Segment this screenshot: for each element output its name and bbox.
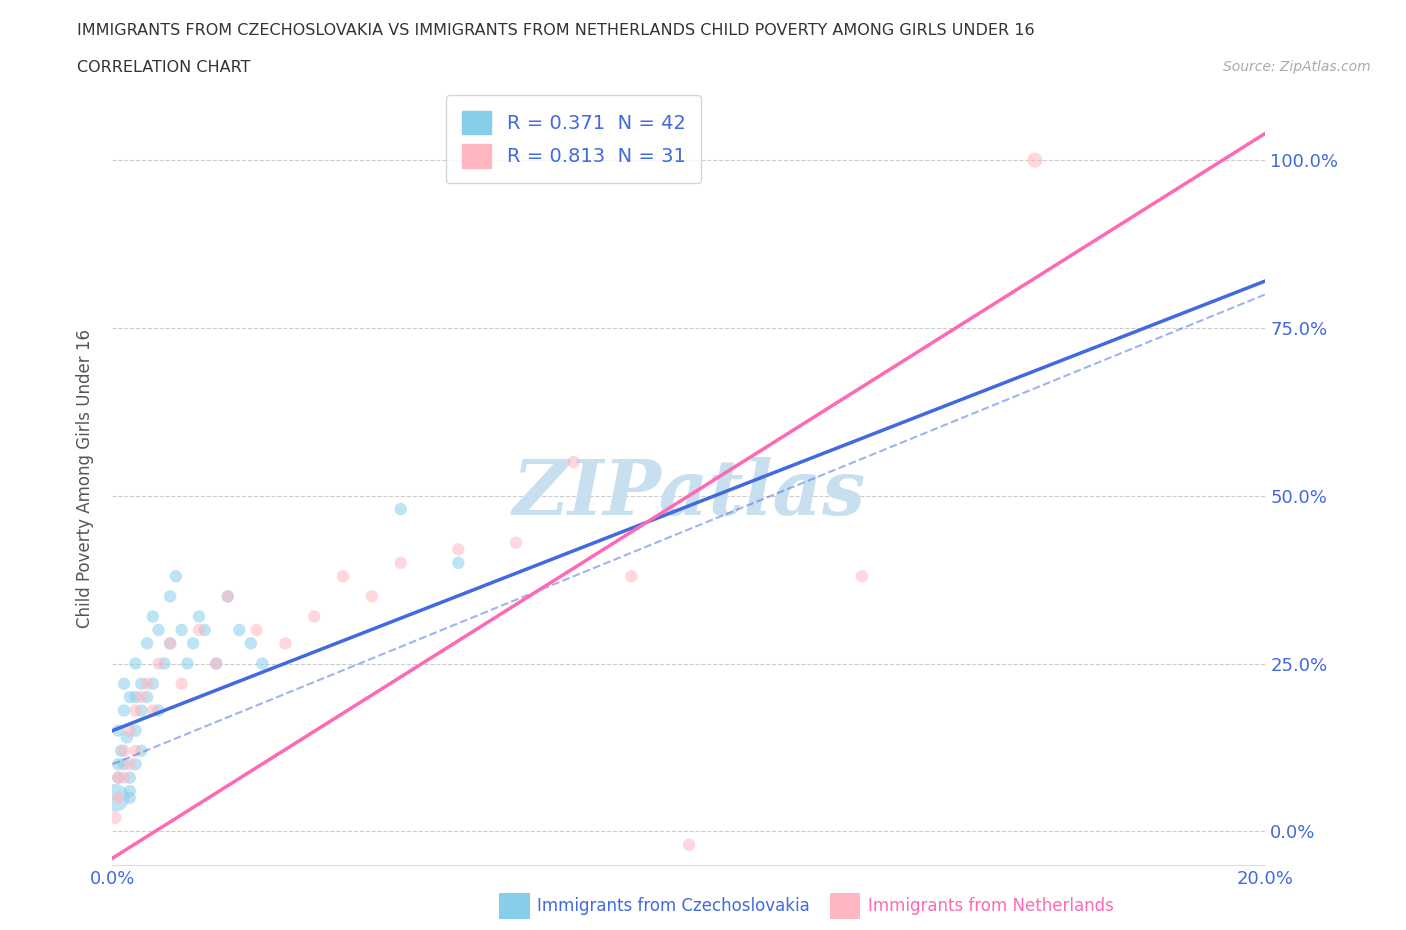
Point — [176, 656, 198, 671]
Point — [153, 656, 176, 671]
Point — [562, 455, 585, 470]
Point — [678, 837, 700, 852]
Point — [107, 770, 129, 785]
Point — [112, 770, 135, 785]
Point — [188, 609, 211, 624]
Point — [170, 676, 193, 691]
Point — [447, 542, 470, 557]
Point — [118, 724, 141, 738]
Point — [148, 622, 170, 637]
Point — [110, 743, 132, 758]
Point — [851, 569, 873, 584]
Point — [148, 703, 170, 718]
Point — [136, 676, 159, 691]
Point — [188, 622, 211, 637]
Point — [107, 724, 129, 738]
Point — [112, 703, 135, 718]
Point — [217, 589, 239, 604]
Point — [118, 784, 141, 799]
Point — [115, 730, 138, 745]
Legend: R = 0.371  N = 42, R = 0.813  N = 31: R = 0.371 N = 42, R = 0.813 N = 31 — [446, 95, 702, 183]
Text: Immigrants from Netherlands: Immigrants from Netherlands — [868, 897, 1114, 915]
Point — [332, 569, 354, 584]
Point — [181, 636, 204, 651]
Point — [505, 536, 527, 551]
Point — [148, 656, 170, 671]
Point — [107, 790, 129, 805]
Point — [129, 690, 153, 705]
Point — [239, 636, 262, 651]
Point — [142, 703, 165, 718]
Point — [112, 743, 135, 758]
Point — [159, 636, 181, 651]
Point — [1024, 153, 1046, 167]
Point — [118, 757, 141, 772]
Point — [104, 810, 127, 825]
Point — [107, 757, 129, 772]
Point — [124, 690, 146, 705]
Point — [360, 589, 382, 604]
Point — [159, 589, 181, 604]
Point — [205, 656, 228, 671]
Point — [112, 757, 135, 772]
Point — [217, 589, 239, 604]
Point — [274, 636, 297, 651]
Point — [107, 770, 129, 785]
Point — [252, 656, 274, 671]
Text: Source: ZipAtlas.com: Source: ZipAtlas.com — [1223, 60, 1371, 74]
Point — [194, 622, 217, 637]
Text: IMMIGRANTS FROM CZECHOSLOVAKIA VS IMMIGRANTS FROM NETHERLANDS CHILD POVERTY AMON: IMMIGRANTS FROM CZECHOSLOVAKIA VS IMMIGR… — [77, 23, 1035, 38]
Point — [170, 622, 193, 637]
Point — [124, 703, 146, 718]
Point — [136, 690, 159, 705]
Point — [159, 636, 181, 651]
Point — [104, 790, 127, 805]
Point — [142, 609, 165, 624]
Point — [124, 743, 146, 758]
Point — [142, 676, 165, 691]
Point — [205, 656, 228, 671]
Y-axis label: Child Poverty Among Girls Under 16: Child Poverty Among Girls Under 16 — [76, 329, 94, 629]
Point — [129, 676, 153, 691]
Point — [124, 757, 146, 772]
Point — [124, 656, 146, 671]
Text: Immigrants from Czechoslovakia: Immigrants from Czechoslovakia — [537, 897, 810, 915]
Point — [389, 501, 412, 516]
Point — [389, 555, 412, 570]
Point — [118, 790, 141, 805]
Point — [165, 569, 187, 584]
Point — [136, 636, 159, 651]
Point — [228, 622, 250, 637]
Point — [124, 724, 146, 738]
Text: ZIPatlas: ZIPatlas — [512, 458, 866, 531]
Point — [304, 609, 326, 624]
Text: CORRELATION CHART: CORRELATION CHART — [77, 60, 250, 75]
Point — [118, 770, 141, 785]
Point — [447, 555, 470, 570]
Point — [118, 690, 141, 705]
Point — [112, 676, 135, 691]
Point — [246, 622, 269, 637]
Point — [129, 703, 153, 718]
Point — [129, 743, 153, 758]
Point — [620, 569, 643, 584]
